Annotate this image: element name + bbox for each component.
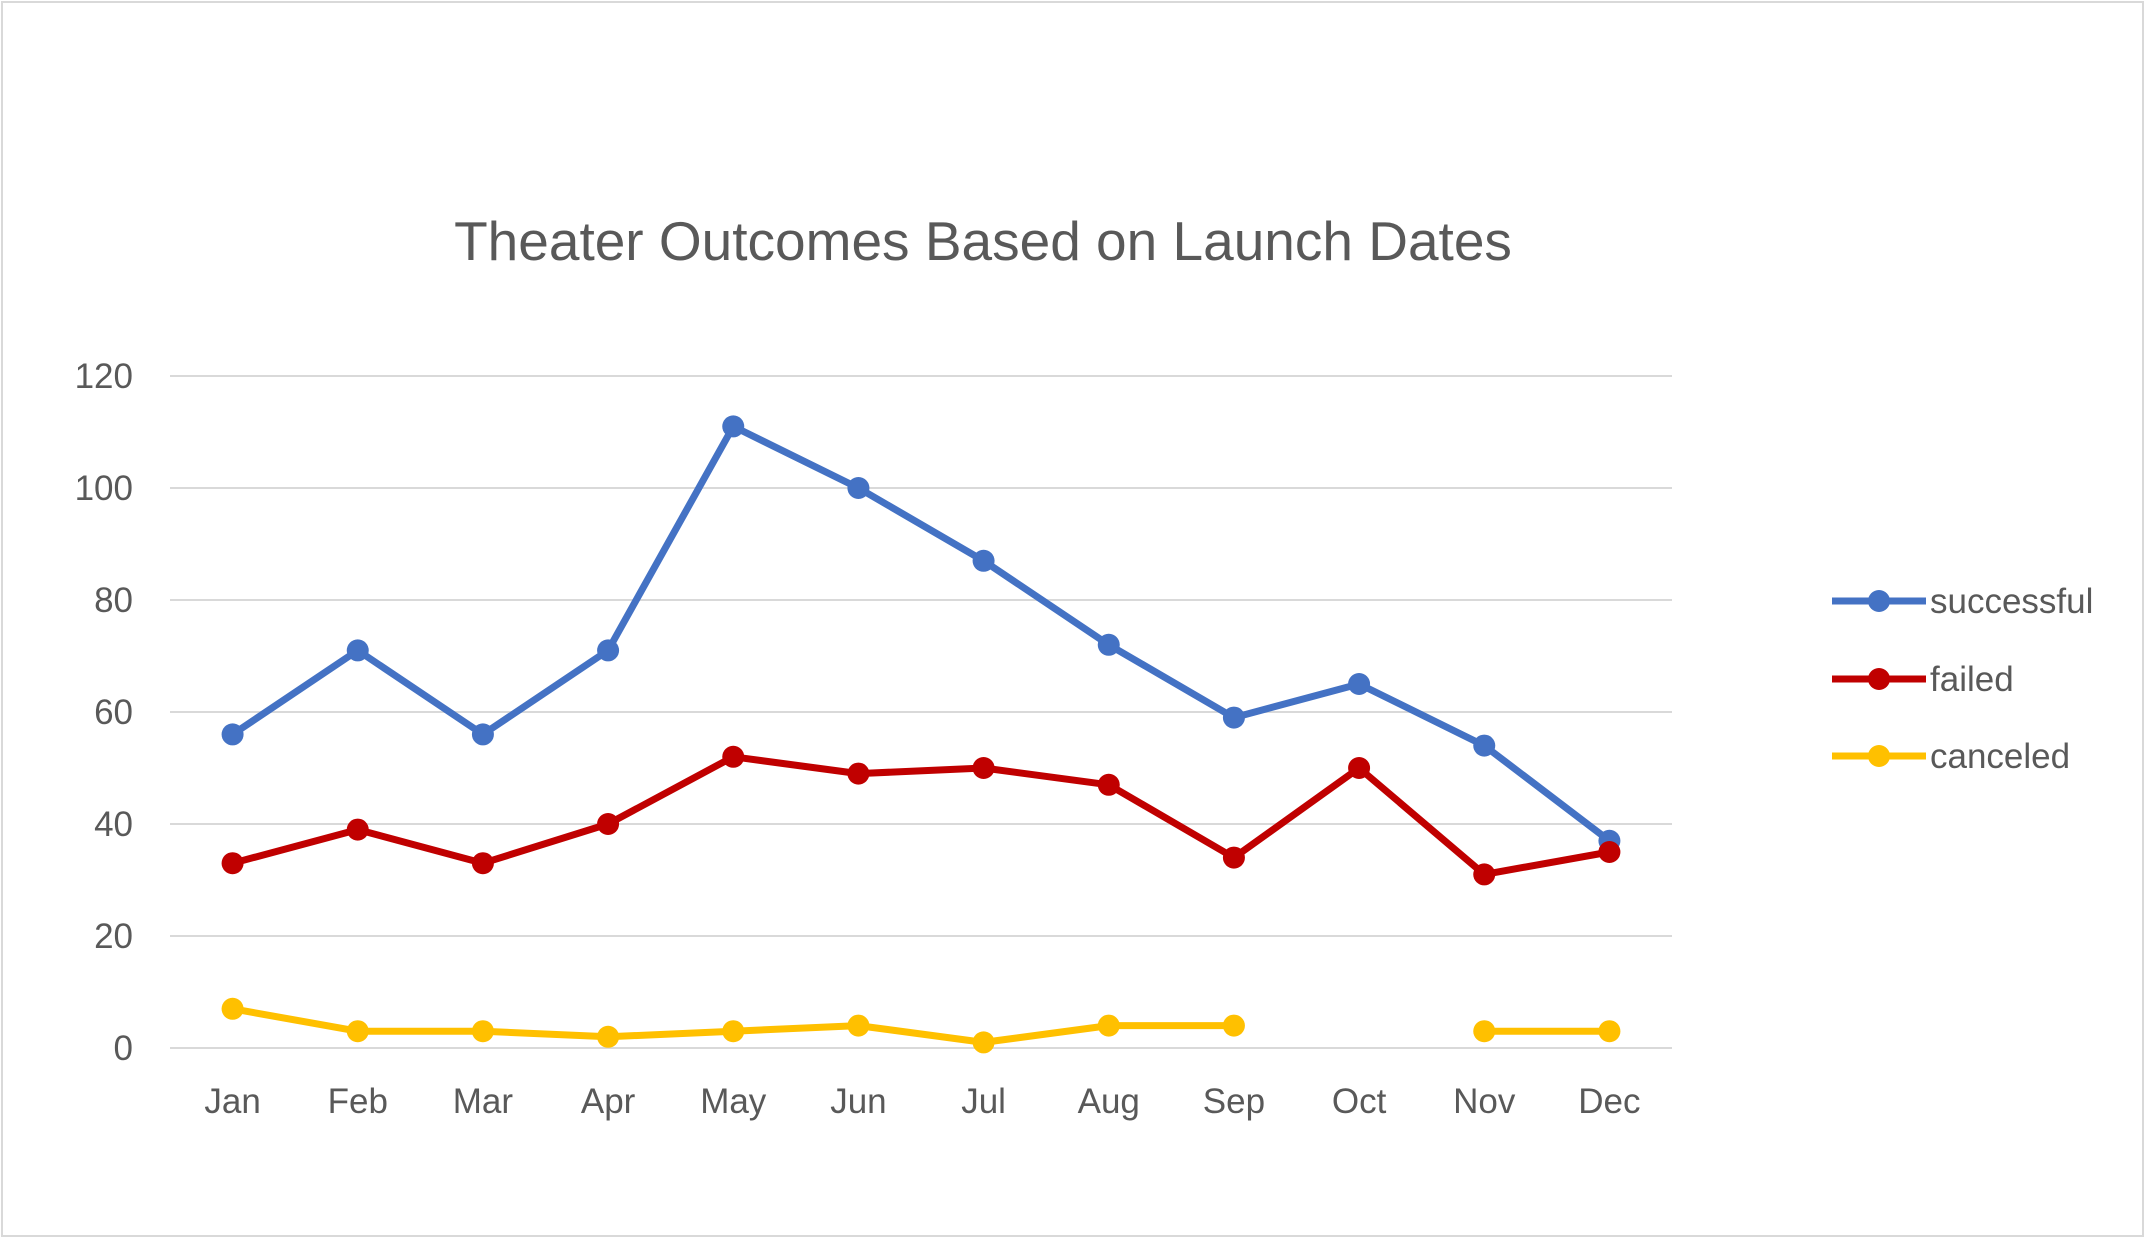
x-tick-label: Feb (328, 1082, 388, 1121)
data-point (722, 415, 745, 438)
legend-swatch-marker (1868, 590, 1890, 612)
legend-label: successful (1930, 582, 2093, 621)
y-tick-label: 100 (75, 469, 133, 508)
x-tick-label: Oct (1332, 1082, 1387, 1121)
data-point (847, 477, 870, 499)
x-tick-label: Apr (581, 1082, 636, 1121)
grid (170, 375, 1672, 1049)
x-tick-label: Mar (453, 1082, 514, 1121)
data-point (471, 852, 494, 875)
x-tick-label: Aug (1078, 1082, 1140, 1121)
legend-item-successful: successful (1832, 582, 2093, 621)
y-tick-label: 80 (94, 581, 133, 620)
data-point (1222, 1014, 1245, 1037)
series-failed (221, 745, 1621, 886)
data-point (597, 1025, 620, 1048)
data-point (1598, 1020, 1621, 1043)
x-tick-label: Sep (1203, 1082, 1265, 1121)
x-tick-label: May (700, 1082, 767, 1121)
series-canceled (221, 997, 1621, 1054)
y-tick-label: 0 (114, 1029, 133, 1068)
x-tick-label: Jul (961, 1082, 1006, 1121)
data-point (471, 723, 494, 746)
legend-label: canceled (1930, 737, 2070, 776)
data-point (1473, 863, 1496, 886)
y-tick-label: 20 (94, 917, 133, 956)
series (221, 415, 1621, 1054)
y-tick-label: 120 (75, 357, 133, 396)
data-point (597, 813, 620, 835)
data-point (1348, 673, 1371, 695)
data-point (221, 997, 244, 1020)
data-point (1473, 734, 1496, 757)
data-point (1222, 846, 1245, 869)
data-point (471, 1020, 494, 1043)
legend: successful failed canceled (1832, 582, 2093, 776)
data-point (1348, 757, 1371, 779)
x-tick-label: Dec (1578, 1082, 1640, 1121)
data-point (1097, 1014, 1120, 1037)
data-point (1097, 633, 1120, 656)
data-point (346, 818, 369, 841)
series-line (229, 422, 1613, 845)
legend-item-canceled: canceled (1832, 737, 2070, 776)
x-tick-label: Nov (1453, 1082, 1516, 1121)
data-point (722, 745, 745, 768)
data-point (1222, 706, 1245, 729)
data-point (972, 549, 995, 572)
chart-title: Theater Outcomes Based on Launch Dates (454, 210, 1512, 272)
data-point (972, 1031, 995, 1054)
series-line (229, 753, 1613, 878)
legend-swatch-marker (1868, 745, 1890, 767)
data-point (221, 723, 244, 746)
x-axis-ticks: Jan Feb Mar Apr May Jun Jul Aug Sep Oct Nov Dec (204, 1082, 1640, 1121)
legend-item-failed: failed (1832, 660, 2014, 699)
x-tick-label: Jun (830, 1082, 886, 1121)
y-tick-label: 40 (94, 805, 133, 844)
series-successful (221, 415, 1621, 852)
data-point (346, 1020, 369, 1043)
data-point (722, 1020, 745, 1043)
data-point (1598, 841, 1621, 863)
y-axis-ticks: 0 20 40 60 80 100 120 (75, 357, 133, 1068)
legend-label: failed (1930, 660, 2014, 699)
x-tick-label: Jan (204, 1082, 260, 1121)
data-point (597, 639, 620, 662)
data-point (847, 1014, 870, 1037)
legend-swatch-marker (1868, 668, 1890, 690)
y-tick-label: 60 (94, 693, 133, 732)
data-point (847, 762, 870, 785)
data-point (346, 639, 369, 662)
data-point (1473, 1020, 1496, 1043)
data-point (221, 852, 244, 875)
data-point (1097, 773, 1120, 796)
data-point (972, 757, 995, 779)
